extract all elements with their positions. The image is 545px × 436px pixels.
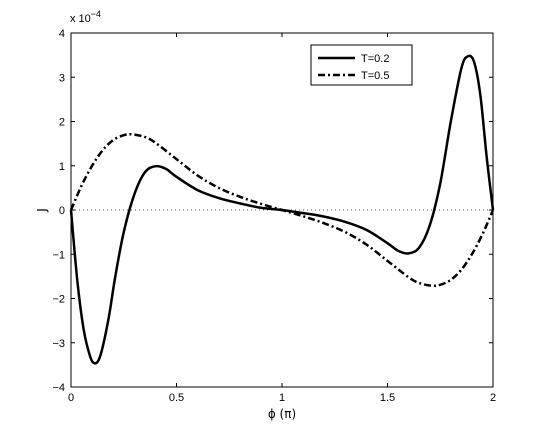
legend: T=0.2 T=0.5	[310, 44, 413, 86]
y-scale-multiplier: x 10−4	[70, 9, 101, 25]
y-tick-label: 1	[59, 161, 65, 173]
y-tick-label: 4	[59, 28, 65, 40]
x-axis-label: ϕ (π)	[268, 407, 296, 421]
legend-label-series-2: T=0.5	[361, 70, 389, 82]
y-tick-label: 2	[59, 117, 65, 129]
y-tick-label: −2	[52, 294, 65, 306]
x-tick-label: 1	[279, 392, 285, 404]
legend-box	[310, 44, 413, 86]
y-tick-label: −1	[52, 249, 65, 261]
y-tick-label: 3	[59, 72, 65, 84]
y-tick-label: −3	[52, 338, 65, 350]
y-axis-label: J	[35, 208, 49, 213]
x-tick-label: 1.5	[380, 392, 395, 404]
series-line-2	[69, 132, 495, 288]
x-tick-label: 0.5	[169, 392, 184, 404]
x-tick-label: 0	[68, 392, 74, 404]
y-tick-label: 0	[59, 205, 65, 217]
x-tick-label: 2	[490, 392, 496, 404]
y-tick-label: −4	[52, 382, 65, 394]
legend-label-series-1: T=0.2	[361, 53, 389, 65]
series-line-1	[69, 54, 495, 365]
